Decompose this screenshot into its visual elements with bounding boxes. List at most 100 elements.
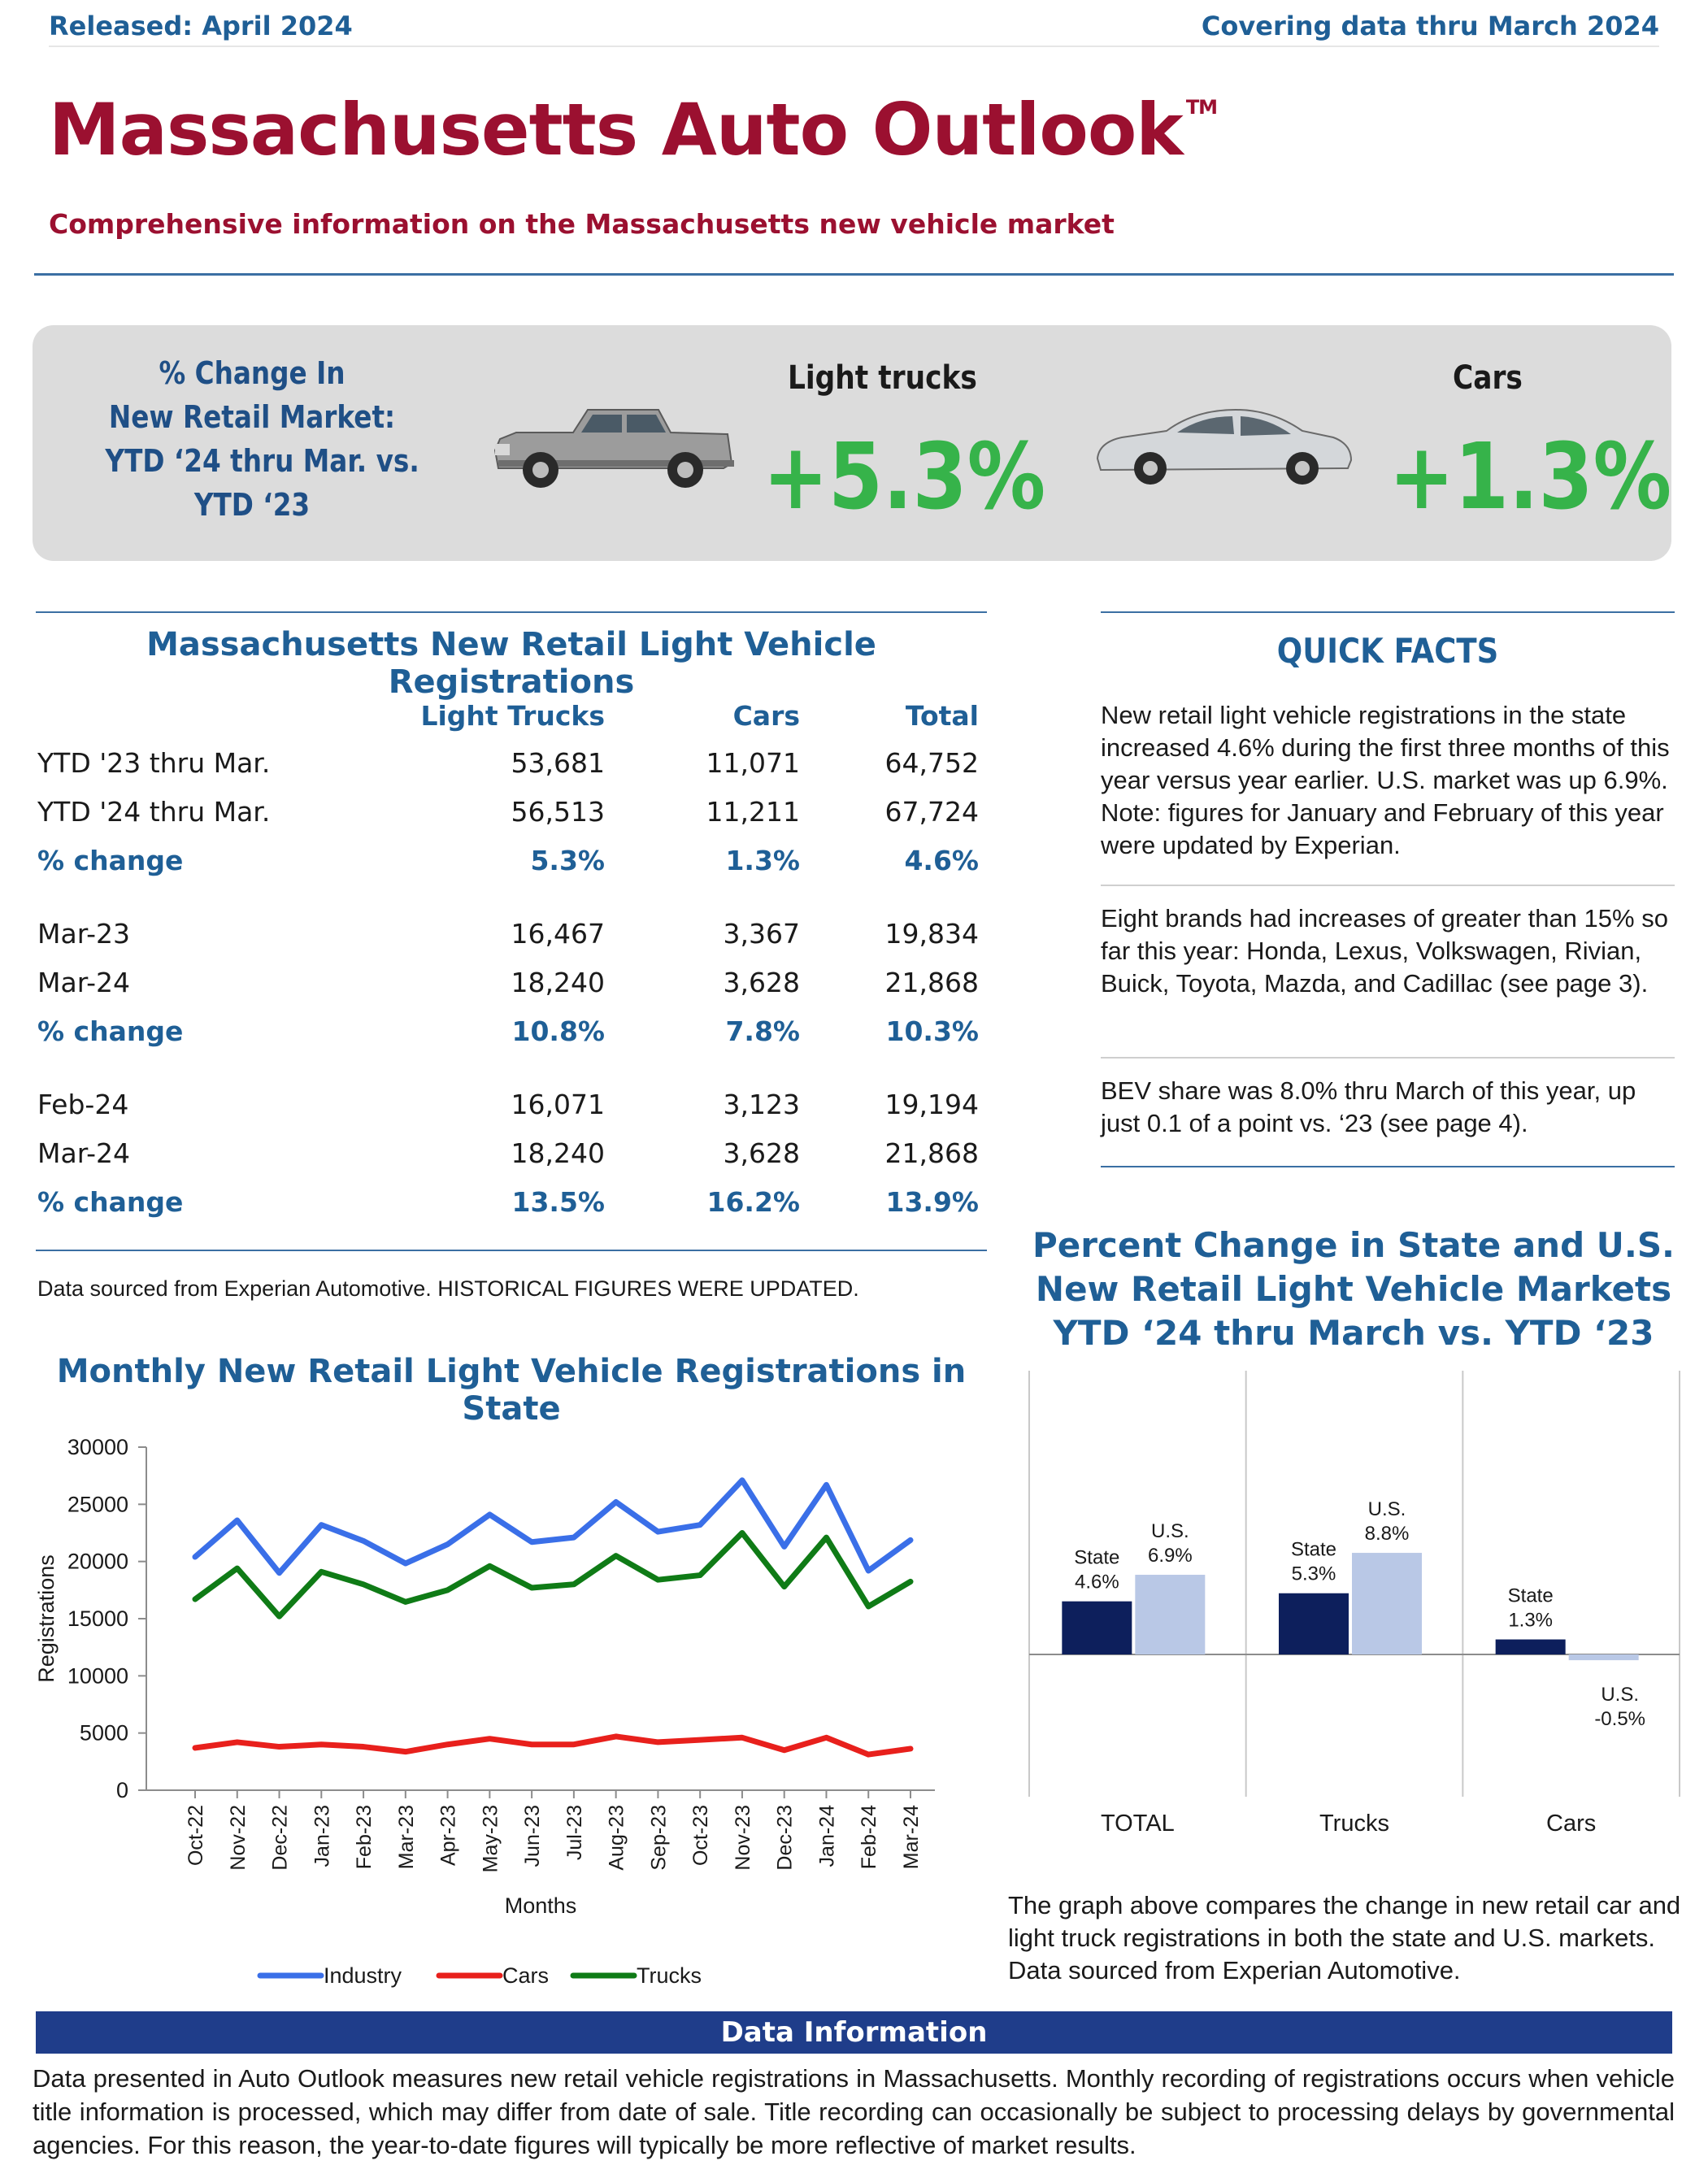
x-tick-label: Nov-22: [227, 1805, 250, 1871]
y-tick-label: 30000: [67, 1435, 128, 1459]
x-tick-label: Feb-24: [858, 1805, 880, 1869]
pickup-truck-icon: [493, 409, 734, 488]
bar-value-label: 8.8%: [1365, 1523, 1410, 1545]
row-spacer: [36, 1055, 987, 1080]
quick-facts-bottom-rule: [1101, 1166, 1675, 1167]
quick-fact-item: Eight brands had increases of greater th…: [1101, 904, 1668, 998]
quick-facts-title: QUICK FACTS: [1276, 631, 1499, 671]
bar-state-trucks: [1279, 1593, 1349, 1654]
pct-change-bar-chart: State4.6%U.S.6.9%TOTALState5.3%U.S.8.8%T…: [1028, 1371, 1680, 1837]
x-tick-label: Jan-24: [815, 1805, 838, 1867]
quick-fact-item: BEV share was 8.0% thru March of this ye…: [1101, 1076, 1636, 1137]
column-header: [36, 693, 377, 738]
cars-heading: Cars: [1452, 359, 1523, 397]
bar-value-label: 6.9%: [1148, 1545, 1193, 1567]
pct-change-banner: % Change In New Retail Market: YTD ‘24 t…: [33, 325, 1671, 561]
registrations-table: Light Trucks Cars Total YTD '23 thru Mar…: [36, 693, 987, 1226]
bar-us-cars: [1568, 1654, 1639, 1661]
bar-series-label: State: [1291, 1539, 1336, 1561]
bar-series-label: State: [1508, 1585, 1554, 1607]
line-chart-title: Monthly New Retail Light Vehicle Registr…: [56, 1353, 967, 1428]
quick-facts-divider: [1101, 885, 1675, 886]
x-tick-label: Dec-23: [774, 1805, 797, 1871]
bar-chart-title: Percent Change in State and U.S. New Ret…: [1032, 1225, 1675, 1353]
bar-value-label: -0.5%: [1594, 1708, 1645, 1730]
bar-series-label: U.S.: [1151, 1520, 1189, 1542]
trademark-mark: TM: [1185, 96, 1218, 119]
cars-pct-change: +1.3%: [1389, 424, 1672, 530]
y-tick-label: 25000: [67, 1492, 128, 1516]
light-trucks-heading: Light trucks: [787, 359, 977, 397]
quick-facts-top-rule: [1101, 611, 1675, 613]
bar-series-label: U.S.: [1368, 1498, 1406, 1520]
bar-value-label: 5.3%: [1292, 1563, 1336, 1585]
pct-change-row: % change 13.5% 16.2% 13.9%: [37, 1185, 979, 1218]
bar-series-label: State: [1074, 1547, 1119, 1569]
x-tick-label: Nov-23: [732, 1805, 754, 1871]
bar-state-total: [1062, 1601, 1132, 1654]
legend-label: Trucks: [637, 1963, 702, 1988]
x-tick-label: Jun-23: [521, 1805, 544, 1867]
table-row: YTD '24 thru Mar. 56,513 11,211 67,724: [37, 795, 979, 828]
x-tick-label: Apr-23: [437, 1805, 460, 1866]
category-label: Cars: [1546, 1811, 1596, 1837]
legend-label: Cars: [502, 1963, 549, 1988]
y-tick-label: 20000: [67, 1550, 128, 1574]
data-information-heading: Data Information: [36, 2011, 1672, 2054]
table-row: YTD '23 thru Mar. 53,681 11,071 64,752: [37, 746, 979, 779]
x-tick-label: Mar-24: [900, 1805, 923, 1869]
series-line-cars: [192, 1733, 914, 1758]
table-row: Mar-24 18,240 3,628 21,868: [37, 1137, 979, 1169]
column-header: Light Trucks: [420, 699, 605, 732]
category-label: Trucks: [1319, 1811, 1389, 1837]
y-tick-label: 10000: [67, 1663, 128, 1688]
row-spacer: [36, 885, 987, 909]
table-header-row: Light Trucks Cars Total: [36, 693, 987, 738]
y-tick-label: 5000: [80, 1721, 128, 1745]
monthly-registrations-line-chart: 0 5000 10000 15000 20000 25000 30000 Oct-22 Nov-…: [34, 1435, 935, 1988]
x-tick-label: Oct-23: [689, 1805, 712, 1866]
bar-value-label: 4.6%: [1075, 1572, 1119, 1593]
bar-chart-note: The graph above compares the change in n…: [1008, 1891, 1681, 1985]
quick-facts-divider: [1101, 1057, 1675, 1059]
banner-label: % Change In New Retail Market: YTD ‘24 t…: [105, 355, 419, 523]
registrations-table-title: Massachusetts New Retail Light Vehicle R…: [146, 626, 876, 701]
pct-change-row: % change 10.8% 7.8% 10.3%: [37, 1015, 979, 1047]
x-tick-label: May-23: [479, 1805, 502, 1872]
light-trucks-pct-change: +5.3%: [763, 424, 1046, 530]
table-row: Feb-24 16,071 3,123 19,194: [37, 1088, 979, 1120]
bar-series-label: U.S.: [1601, 1684, 1639, 1706]
sedan-car-icon: [1096, 408, 1353, 485]
column-header: Cars: [732, 699, 800, 732]
x-axis-title: Months: [505, 1893, 577, 1918]
y-axis-title: Registrations: [34, 1554, 59, 1683]
x-tick-label: Sep-23: [647, 1805, 670, 1871]
table-bottom-rule: [36, 1250, 987, 1251]
x-tick-label: Dec-22: [269, 1805, 292, 1871]
legend-label: Industry: [324, 1963, 402, 1988]
y-tick-label: 0: [116, 1778, 128, 1802]
table-top-rule: [36, 611, 987, 613]
bar-us-trucks: [1352, 1553, 1422, 1654]
table-row: Mar-23 16,467 3,367 19,834: [37, 917, 979, 950]
quick-fact-item: New retail light vehicle registrations i…: [1101, 701, 1670, 859]
release-date: Released: April 2024: [49, 11, 353, 41]
series-line-industry: [192, 1477, 914, 1576]
top-bar: Released: April 2024 Covering data thru …: [49, 7, 1659, 47]
x-tick-label: Oct-22: [185, 1805, 207, 1866]
bar-us-total: [1135, 1575, 1206, 1654]
x-tick-label: Jul-23: [563, 1805, 586, 1860]
series-line-trucks: [192, 1530, 914, 1619]
x-tick-label: Jan-23: [311, 1805, 333, 1867]
y-tick-label: 15000: [67, 1606, 128, 1631]
bar-value-label: 1.3%: [1508, 1610, 1553, 1632]
table-row: Mar-24 18,240 3,628 21,868: [37, 966, 979, 998]
column-header: Total: [905, 699, 979, 732]
category-label: TOTAL: [1101, 1811, 1175, 1837]
page-title: Massachusetts Auto Outlook TM: [49, 88, 1218, 172]
header-divider: [34, 273, 1674, 276]
page-subtitle: Comprehensive information on the Massach…: [49, 208, 1115, 240]
pct-change-row: % change 5.3% 1.3% 4.6%: [37, 844, 979, 876]
data-information-text: Data presented in Auto Outlook measures …: [33, 2064, 1675, 2159]
x-tick-label: Mar-23: [395, 1805, 418, 1869]
